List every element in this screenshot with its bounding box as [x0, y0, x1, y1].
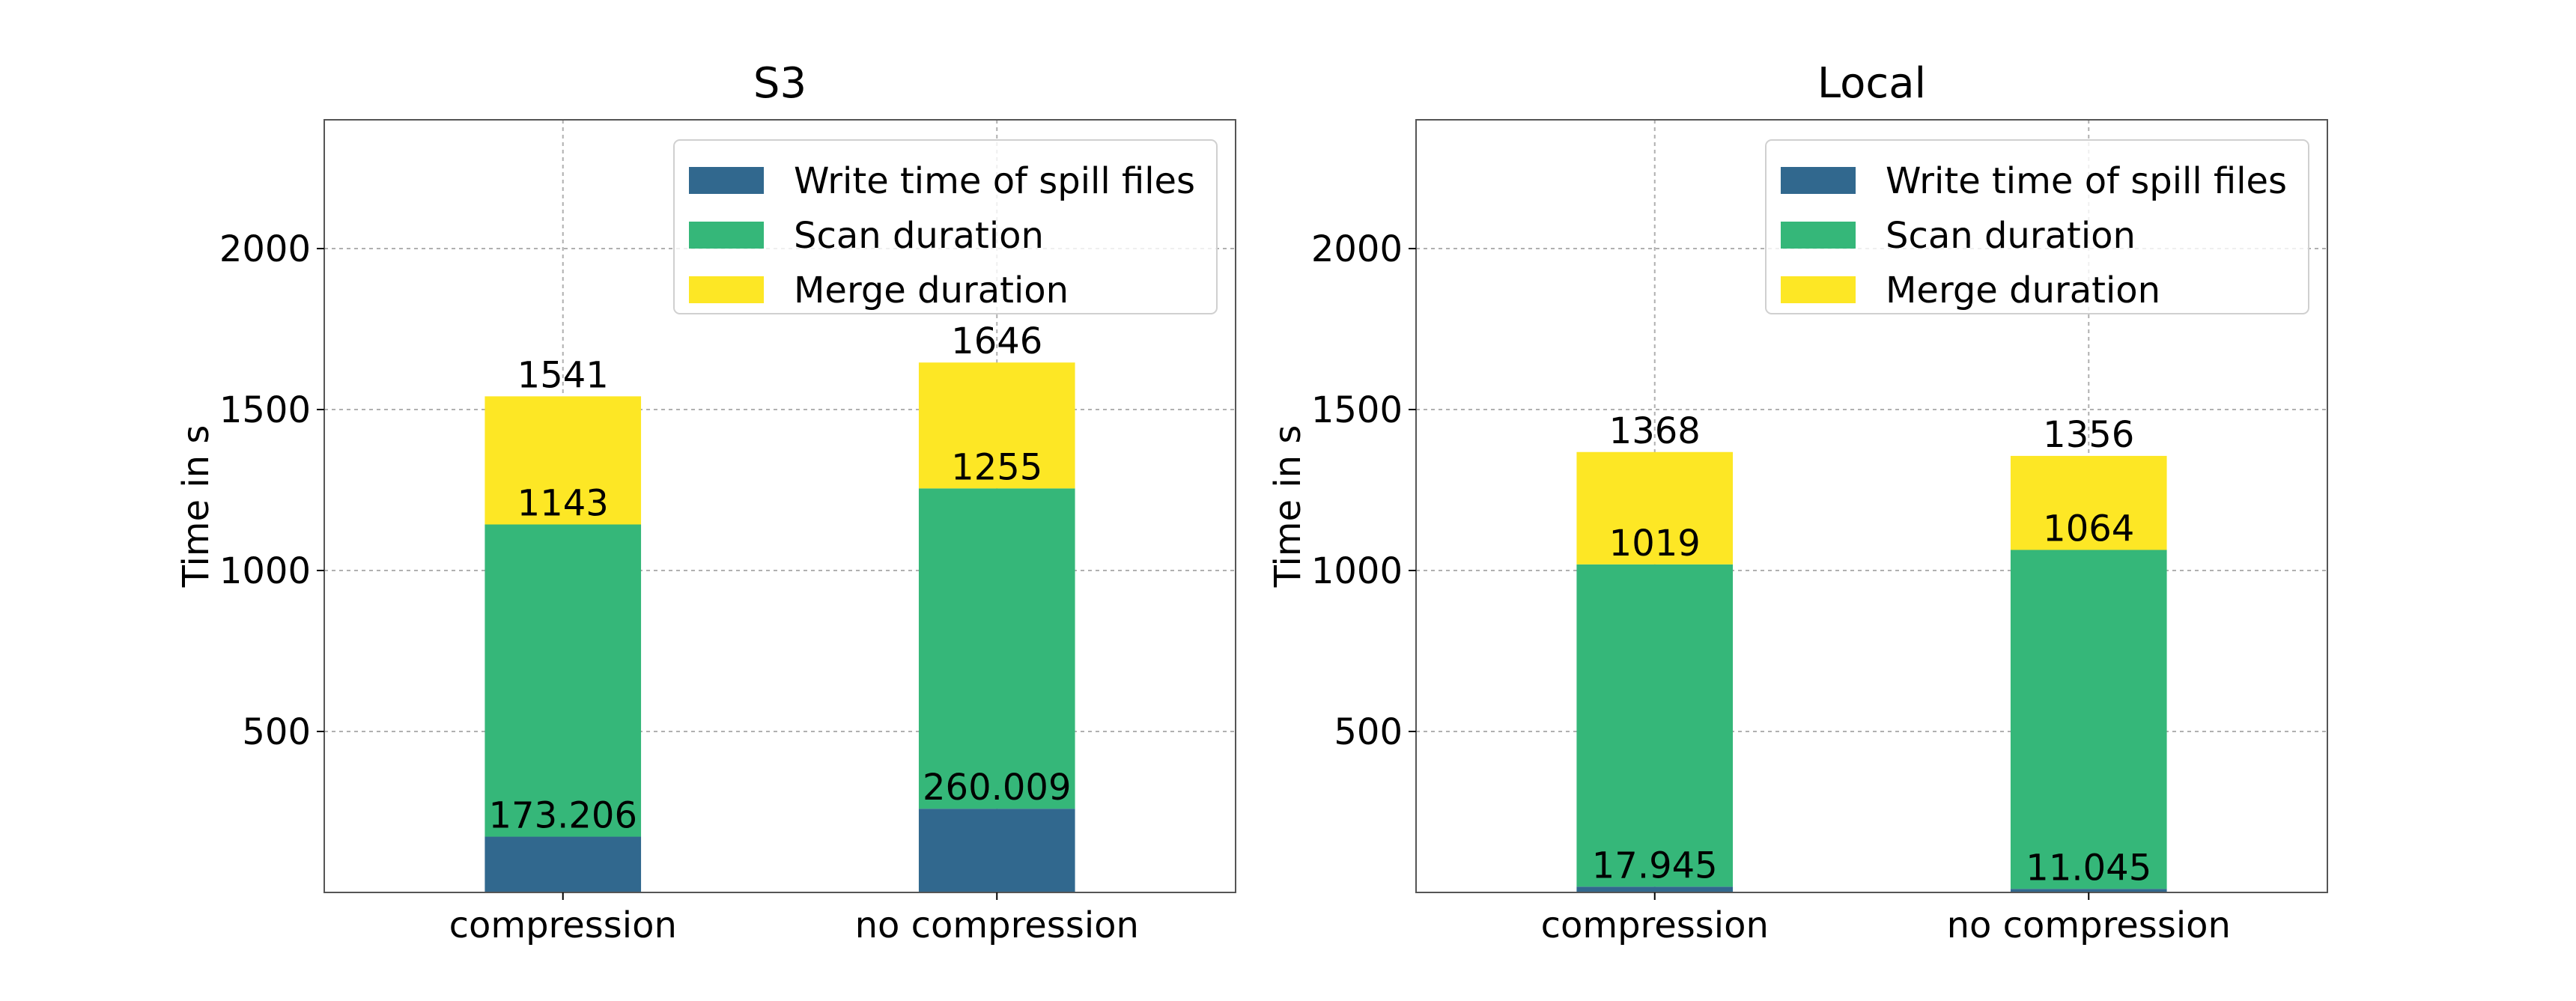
chart-title: Local	[1817, 59, 1926, 108]
bar-segment-scan-duration	[918, 488, 1075, 809]
bar-value-label: 260.009	[923, 767, 1072, 809]
bar-segment-merge-duration	[1576, 451, 1734, 565]
bar-value-label: 17.945	[1592, 845, 1718, 886]
bar-segment-merge-duration	[918, 362, 1075, 489]
axes-frame	[323, 119, 1236, 893]
bar-value-label: 1019	[1609, 523, 1701, 565]
y-tick-label: 2000	[219, 228, 311, 270]
bar-value-label: 1646	[951, 320, 1042, 362]
legend-label: Merge duration	[1886, 270, 2160, 311]
legend-label: Write time of spill files	[1886, 160, 2287, 202]
bar-segment-scan-duration	[484, 524, 642, 837]
x-tick-label: compression	[449, 904, 677, 946]
legend-frame	[1765, 139, 2309, 314]
bar-value-label: 1356	[2043, 414, 2134, 456]
bar-value-label: 1064	[2043, 508, 2134, 550]
bar-segment-write-time-of-spill-files	[2010, 889, 2167, 892]
x-tick-label: no compression	[855, 904, 1139, 946]
bar-value-label: 173.206	[488, 795, 637, 837]
legend-swatch	[1781, 167, 1856, 194]
bar-segment-scan-duration	[1576, 564, 1734, 887]
panel-s3: 173.206 1143 1541 260.009 1255 1646 500 1000 150…	[175, 59, 1236, 946]
x-tick-label: no compression	[1947, 904, 2231, 946]
bar-value-label: 1143	[517, 483, 609, 525]
y-tick-label: 1500	[1311, 389, 1403, 431]
legend-swatch	[1781, 276, 1856, 303]
bar-segment-write-time-of-spill-files	[484, 836, 642, 892]
bar-value-label: 1368	[1609, 410, 1701, 452]
y-tick-label: 500	[242, 711, 311, 753]
bar-value-label: 1255	[951, 446, 1042, 488]
y-tick-label: 500	[1334, 711, 1403, 753]
axes-frame	[1415, 119, 2328, 893]
panel-local: 17.945 1019 1368 11.045 1064 1356 500 1000 1500 2…	[1267, 59, 2328, 946]
bar-segment-write-time-of-spill-files	[1576, 886, 1734, 892]
legend-frame	[673, 139, 1218, 314]
y-axis-label: Time in s	[1267, 425, 1309, 588]
bar-segment-merge-duration	[2010, 455, 2167, 550]
legend-label: Scan duration	[1886, 215, 2136, 257]
legend: Write time of spill files Scan duration Me…	[1765, 139, 2309, 314]
y-tick-label: 1000	[219, 550, 311, 592]
legend: Write time of spill files Scan duration Me…	[673, 139, 1218, 314]
y-tick-label: 2000	[1311, 228, 1403, 270]
bar-segment-scan-duration	[2010, 550, 2167, 889]
legend-swatch	[689, 222, 764, 249]
legend-swatch	[689, 167, 764, 194]
legend-label: Merge duration	[794, 270, 1069, 311]
legend-label: Write time of spill files	[794, 160, 1195, 202]
bar-value-label: 1541	[517, 354, 609, 396]
y-tick-label: 1000	[1311, 550, 1403, 592]
legend-swatch	[1781, 222, 1856, 249]
bar-segment-write-time-of-spill-files	[918, 809, 1075, 892]
y-tick-label: 1500	[219, 389, 311, 431]
bar-segment-merge-duration	[484, 396, 642, 525]
legend-swatch	[689, 276, 764, 303]
x-tick-label: compression	[1541, 904, 1769, 946]
chart-title: S3	[753, 59, 806, 108]
legend-label: Scan duration	[794, 215, 1044, 257]
y-axis-label: Time in s	[175, 425, 217, 588]
bar-value-label: 11.045	[2026, 847, 2151, 889]
